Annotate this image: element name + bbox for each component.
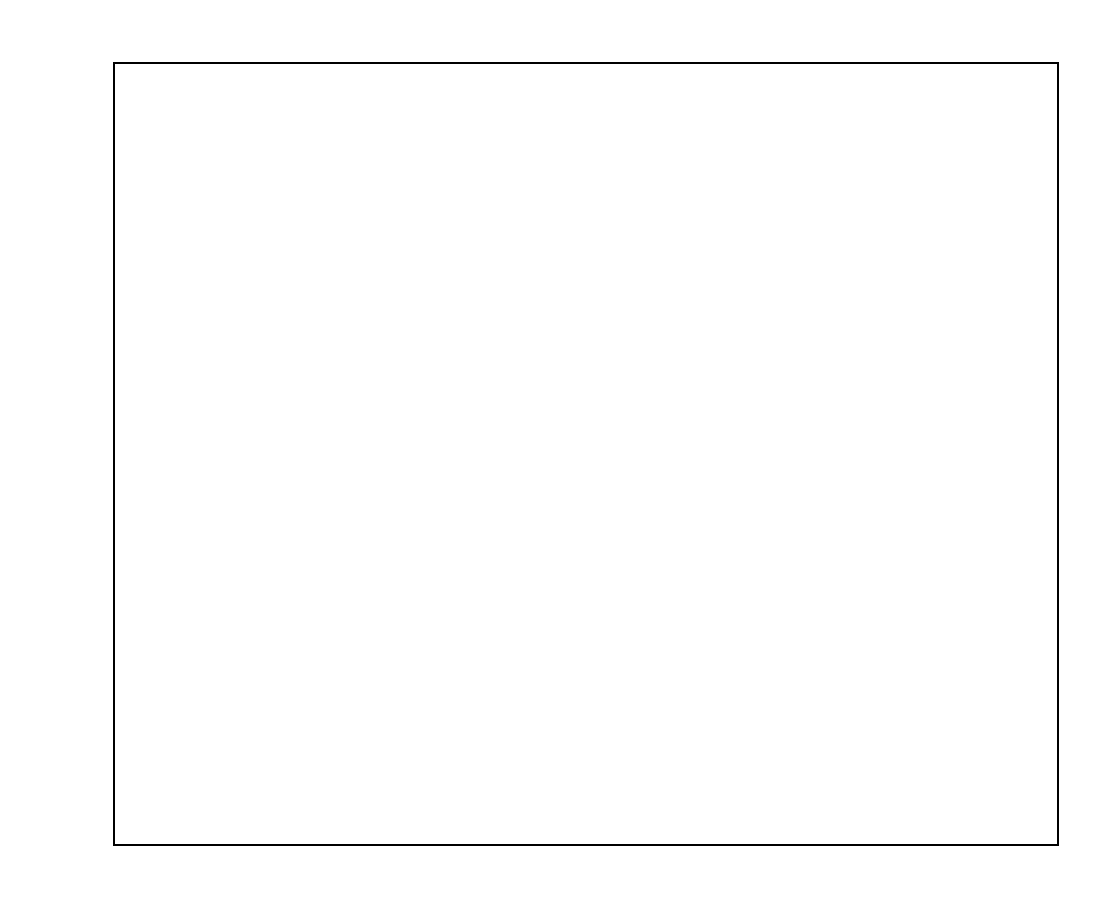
plot-area [113, 62, 1059, 846]
spectrogram-canvas [115, 64, 1057, 844]
